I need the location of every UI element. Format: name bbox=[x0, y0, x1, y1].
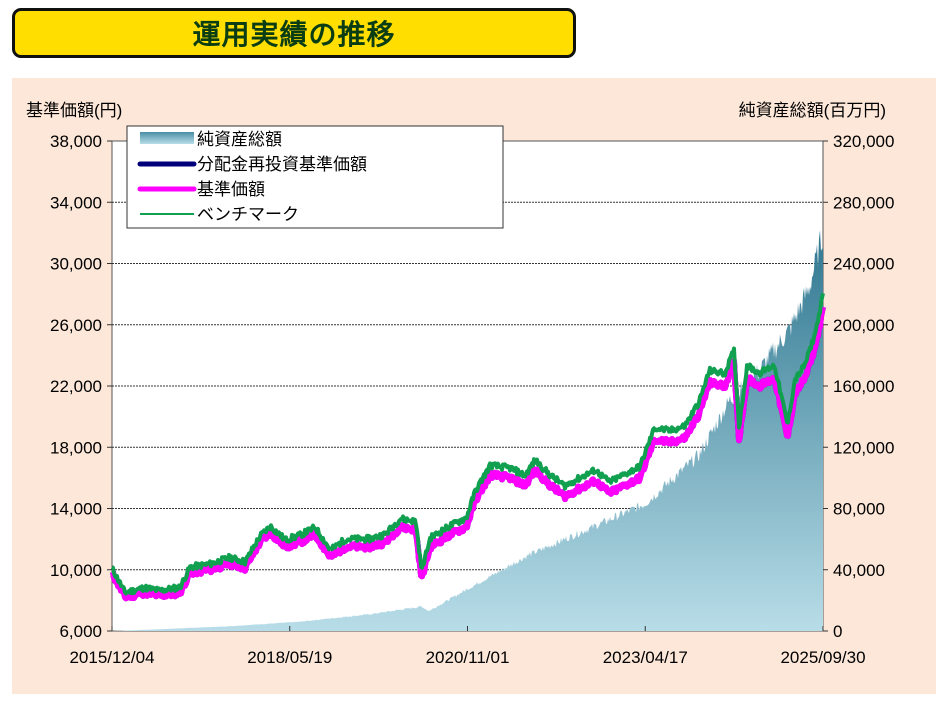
right-tick-label: 80,000 bbox=[833, 500, 885, 519]
left-tick-label: 26,000 bbox=[50, 316, 102, 335]
x-tick-label: 2025/09/30 bbox=[780, 648, 865, 667]
right-tick-label: 0 bbox=[833, 622, 842, 641]
x-tick-label: 2023/04/17 bbox=[603, 648, 688, 667]
price-line bbox=[110, 306, 826, 602]
chart-title: 運用実績の推移 bbox=[12, 8, 576, 58]
right-tick-label: 40,000 bbox=[833, 561, 885, 580]
right-tick-label: 200,000 bbox=[833, 316, 894, 335]
legend-label-benchmark: ベンチマーク bbox=[197, 205, 299, 225]
left-tick-label: 18,000 bbox=[50, 438, 102, 457]
left-tick-label: 10,000 bbox=[50, 561, 102, 580]
legend-label-nav: 純資産総額 bbox=[197, 130, 282, 150]
left-tick-label: 30,000 bbox=[50, 255, 102, 274]
right-tick-label: 160,000 bbox=[833, 377, 894, 396]
x-tick-label: 2015/12/04 bbox=[69, 648, 154, 667]
right-axis-label: 純資産総額(百万円) bbox=[739, 101, 886, 120]
legend: 純資産総額 分配金再投資基準価額 基準価額 ベンチマーク bbox=[126, 125, 504, 229]
right-tick-label: 240,000 bbox=[833, 255, 894, 274]
left-axis-label: 基準価額(円) bbox=[26, 101, 122, 120]
left-tick-label: 22,000 bbox=[50, 377, 102, 396]
left-tick-label: 34,000 bbox=[50, 193, 102, 212]
right-tick-label: 320,000 bbox=[833, 132, 894, 151]
right-tick-label: 120,000 bbox=[833, 438, 894, 457]
nav-area bbox=[112, 230, 823, 631]
legend-swatch-nav bbox=[140, 132, 194, 144]
legend-label-price: 基準価額 bbox=[197, 180, 265, 200]
benchmark-line bbox=[111, 292, 825, 596]
legend-label-reinvest: 分配金再投資基準価額 bbox=[197, 155, 367, 175]
left-tick-label: 38,000 bbox=[50, 132, 102, 151]
x-tick-label: 2018/05/19 bbox=[247, 648, 332, 667]
right-tick-label: 280,000 bbox=[833, 193, 894, 212]
x-tick-label: 2020/11/01 bbox=[426, 648, 510, 667]
left-tick-label: 6,000 bbox=[59, 622, 102, 641]
left-tick-label: 14,000 bbox=[50, 500, 102, 519]
